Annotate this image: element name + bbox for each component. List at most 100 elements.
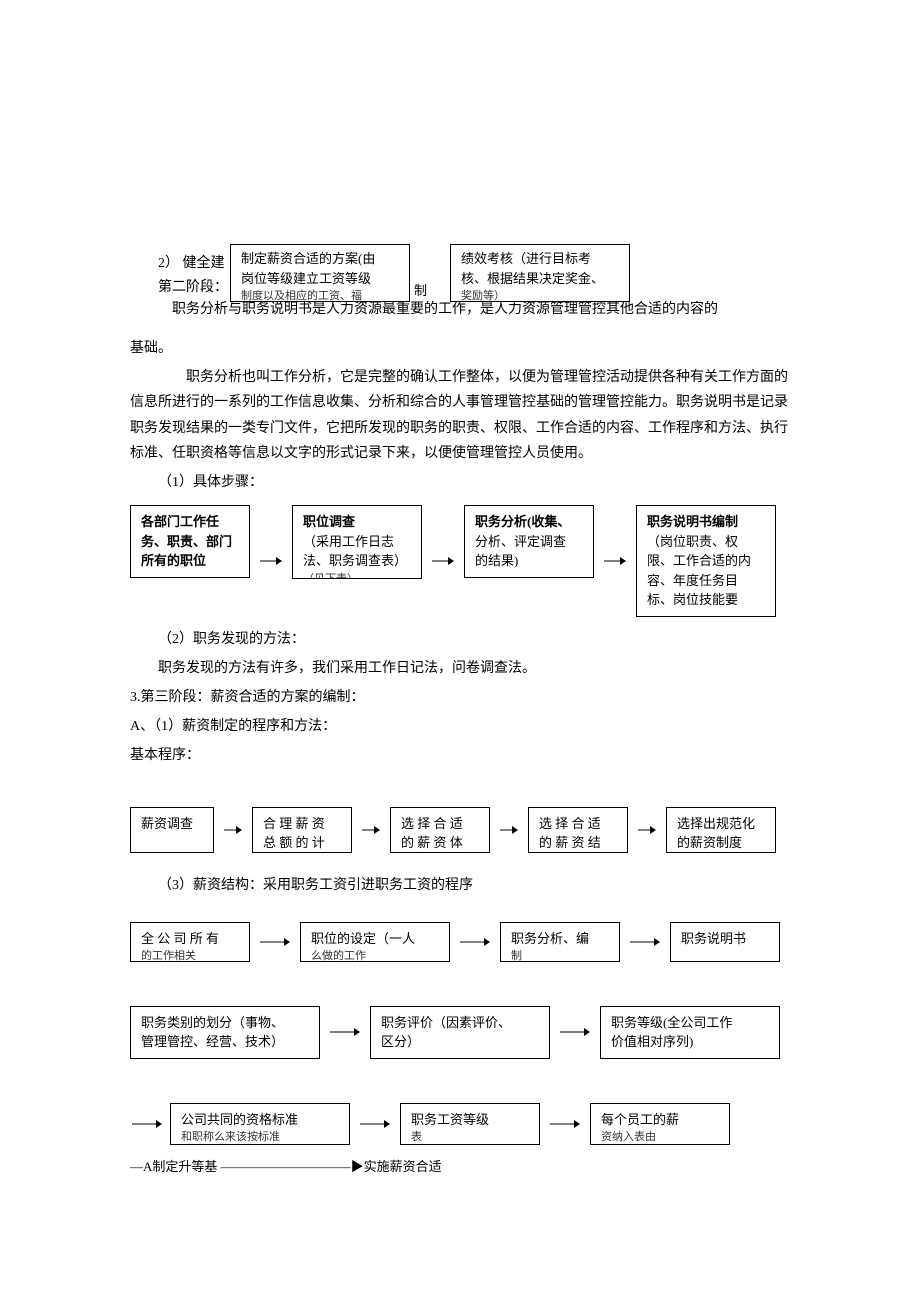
method-text: 职务发现的方法有许多，我们采用工作日记法，问卷调查法。 <box>130 656 790 681</box>
flow3a-box1: 全 公 司 所 有 的工作相关 <box>130 922 250 962</box>
analysis-line: 职务分析与职务说明书是人力资源最重要的工作，是人力资源管理管控其他合适的内容的 <box>172 298 790 322</box>
top-overlap-region: 2） 健全建 第二阶段： 制定薪资合适的方案(由 岗位等级建立工资等级 制度以及… <box>130 250 790 332</box>
flow1-b4-l4: 容、年度任务目 <box>647 571 765 591</box>
flow2-b4-l2: 的 薪 资 结 <box>539 833 617 853</box>
arrow-icon <box>548 1118 582 1130</box>
flow3a-box2: 职位的设定（一人 么做的工作 <box>300 922 450 962</box>
flow2-b2-l1: 合 理 薪 资 <box>263 814 341 834</box>
top-box-right: 绩效考核（进行目标考 核、根据结果决定奖金、 奖励等） <box>450 244 630 302</box>
top-box-right-l2: 核、根据结果决定奖金、 <box>461 269 619 289</box>
flow1-b4-l2: （岗位职责、权 <box>647 532 765 552</box>
method-label: （2）职务发现的方法： <box>130 627 790 652</box>
arrow-icon <box>430 555 456 567</box>
flow1-box2: 职位调查 （采用工作日志 法、职务调查表） （见下表） <box>292 505 422 579</box>
flow3b-b3-l1: 职务等级(全公司工作 <box>611 1013 769 1033</box>
flow2-row: 薪资调查 合 理 薪 资 总 额 的 计 选 择 合 适 的 薪 资 体 选 择… <box>130 807 790 853</box>
flow2-box2: 合 理 薪 资 总 额 的 计 <box>252 807 352 853</box>
flow2-b2-l2: 总 额 的 计 <box>263 833 341 853</box>
flow3b-b2-l2: 区分） <box>381 1032 539 1052</box>
struct3-label: （3）薪资结构：采用职务工资引进职务工资的程序 <box>130 873 790 898</box>
flow2-box3: 选 择 合 适 的 薪 资 体 <box>390 807 490 853</box>
flow1-b2-l3: 法、职务调查表） <box>303 551 411 571</box>
arrow-icon <box>258 555 284 567</box>
steps-label: （1）具体步骤： <box>130 470 790 495</box>
arrow-icon <box>558 1026 592 1038</box>
flow3a-b3-l2: 制 <box>511 948 609 962</box>
flow1-b1-l3: 所有的职位 <box>141 553 206 568</box>
stage3-label: 3.第三阶段：薪资合适的方案的编制： <box>130 685 790 710</box>
flow2-b5-l2: 的薪资制度 <box>677 833 765 853</box>
flow3b-box1: 职务类别的划分（事物、 管理管控、经营、技术） <box>130 1006 320 1059</box>
flow2-box1: 薪资调查 <box>130 807 214 853</box>
flow3c-b2-l2: 表 <box>411 1129 529 1145</box>
flow1-box4: 职务说明书编制 （岗位职责、权 限、工作合适的内 容、年度任务目 标、岗位技能要 <box>636 505 776 617</box>
flow1-box3: 职务分析(收集、 分析、评定调查 的结果) <box>464 505 594 578</box>
arrow-icon <box>628 936 662 948</box>
top-box-right-l1: 绩效考核（进行目标考 <box>461 249 619 269</box>
arrow-icon <box>328 1026 362 1038</box>
flow3c-b1-l2: 和职称么来该按标准 <box>181 1129 339 1145</box>
flow3b-row: 职务类别的划分（事物、 管理管控、经营、技术） 职务评价（因素评价、 区分） 职… <box>130 1006 790 1059</box>
arrow-icon <box>130 1118 162 1130</box>
flow3b-box3: 职务等级(全公司工作 价值相对序列) <box>600 1006 780 1059</box>
arrow-icon <box>258 936 292 948</box>
flow3a-b2-l1: 职位的设定（一人 <box>311 929 439 949</box>
flow1-b1-l1: 各部门工作任 <box>141 514 219 529</box>
basis-line: 基础。 <box>130 336 790 361</box>
arrow-icon <box>602 555 628 567</box>
flow1-b2-l2: （采用工作日志 <box>303 532 411 552</box>
flow1-b3-l1: 职务分析(收集、 <box>475 514 570 529</box>
top-box-left-l1: 制定薪资合适的方案(由 <box>241 249 399 269</box>
flow2-b1: 薪资调查 <box>141 814 203 834</box>
flow3a-b1-l1: 全 公 司 所 有 <box>141 929 239 949</box>
flow2-b3-l1: 选 择 合 适 <box>401 814 479 834</box>
flow2-b4-l1: 选 择 合 适 <box>539 814 617 834</box>
flow3b-b1-l1: 职务类别的划分（事物、 <box>141 1013 309 1033</box>
flow1-b4-l3: 限、工作合适的内 <box>647 551 765 571</box>
flow2-box4: 选 择 合 适 的 薪 资 结 <box>528 807 628 853</box>
flow3a-b2-l2: 么做的工作 <box>311 948 439 962</box>
arrow-icon <box>636 824 658 836</box>
flow1-b2-l1: 职位调查 <box>303 514 355 529</box>
flow1-b4-l1: 职务说明书编制 <box>647 514 738 529</box>
flow3c-b1-l1: 公司共同的资格标准 <box>181 1110 339 1130</box>
arrow-icon <box>458 936 492 948</box>
flow3c-box2: 职务工资等级 表 <box>400 1103 540 1145</box>
top-box-left: 制定薪资合适的方案(由 岗位等级建立工资等级 制度以及相应的工资、福 <box>230 244 410 302</box>
flow3b-b1-l2: 管理管控、经营、技术） <box>141 1032 309 1052</box>
flow2-box5: 选择出规范化 的薪资制度 <box>666 807 776 853</box>
flow3c-b2-l1: 职务工资等级 <box>411 1110 529 1130</box>
flow1-b3-l3: 的结果) <box>475 551 583 571</box>
arrow-icon <box>222 824 244 836</box>
flow1-b1-l2: 务、职责、部门 <box>141 534 232 549</box>
flow1-b2-l4: （见下表） <box>303 571 411 580</box>
flow3c-box1: 公司共同的资格标准 和职称么来该按标准 <box>170 1103 350 1145</box>
a1-label: A、（1）薪资制定的程序和方法： <box>130 714 790 739</box>
flow3c-row: 公司共同的资格标准 和职称么来该按标准 职务工资等级 表 每个员工的薪 资纳入表… <box>130 1103 790 1145</box>
basic-proc-label: 基本程序： <box>130 743 790 768</box>
flow1-b4-l5: 标、岗位技能要 <box>647 590 765 610</box>
flow3a-b1-l2: 的工作相关 <box>141 948 239 962</box>
flow2-b5-l1: 选择出规范化 <box>677 814 765 834</box>
stage2-label: 第二阶段： <box>158 276 228 300</box>
arrow-icon <box>360 824 382 836</box>
flow3a-box3: 职务分析、编 制 <box>500 922 620 962</box>
flow3b-b2-l1: 职务评价（因素评价、 <box>381 1013 539 1033</box>
final-line: —A制定升等基 ——————————▶实施薪资合适 <box>130 1155 790 1178</box>
flow1-box1: 各部门工作任 务、职责、部门 所有的职位 <box>130 505 250 578</box>
flow3b-box2: 职务评价（因素评价、 区分） <box>370 1006 550 1059</box>
flow3a-row: 全 公 司 所 有 的工作相关 职位的设定（一人 么做的工作 职务分析、编 制 … <box>130 922 790 962</box>
flow3c-b3-l1: 每个员工的薪 <box>601 1110 719 1130</box>
flow3b-b3-l2: 价值相对序列) <box>611 1032 769 1052</box>
flow3a-box4: 职务说明书 <box>670 922 780 962</box>
flow2-b3-l2: 的 薪 资 体 <box>401 833 479 853</box>
line-2-label: 2） 健全建 <box>158 252 225 276</box>
flow3a-b3-l1: 职务分析、编 <box>511 929 609 949</box>
top-box-left-l2: 岗位等级建立工资等级 <box>241 269 399 289</box>
arrow-icon <box>358 1118 392 1130</box>
flow1-row: 各部门工作任 务、职责、部门 所有的职位 职位调查 （采用工作日志 法、职务调查… <box>130 505 790 617</box>
job-analysis-para: 职务分析也叫工作分析，它是完整的确认工作整体，以便为管理管控活动提供各种有关工作… <box>130 365 790 466</box>
arrow-icon <box>498 824 520 836</box>
flow3c-box3: 每个员工的薪 资纳入表由 <box>590 1103 730 1145</box>
flow3c-b3-l2: 资纳入表由 <box>601 1129 719 1145</box>
